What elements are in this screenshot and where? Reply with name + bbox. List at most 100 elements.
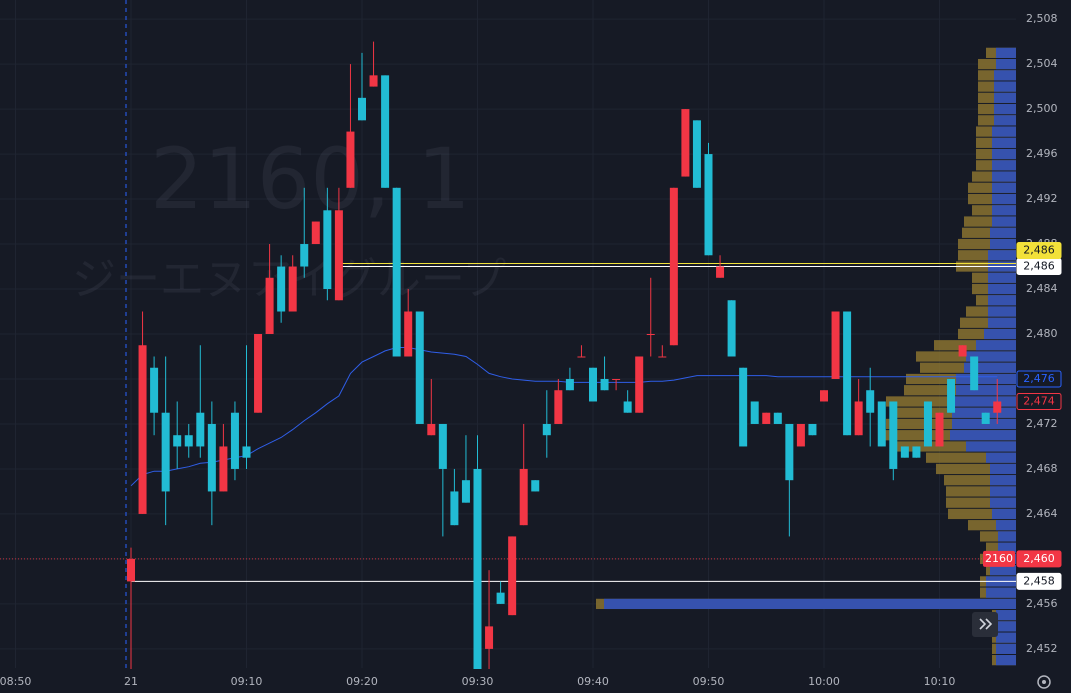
candle-body [704, 154, 713, 256]
candle-body [242, 446, 251, 458]
price-badge-label: 2,486 [1023, 260, 1055, 273]
y-tick-label: 2,492 [1026, 192, 1058, 205]
y-tick-label: 2,480 [1026, 327, 1058, 340]
candle-body [461, 480, 470, 503]
candle-body [300, 244, 309, 267]
profile-inner-bar [988, 317, 1016, 328]
candle-body [785, 423, 794, 481]
candle-body [404, 311, 413, 357]
plot [0, 41, 1016, 672]
symbol-badge-label: 2160 [985, 552, 1013, 565]
profile-inner-bar [988, 295, 1016, 306]
candle-body [254, 334, 263, 413]
candle-body [831, 311, 840, 379]
candle-body [519, 468, 528, 526]
candle-body [912, 446, 921, 458]
candle-body [311, 221, 320, 245]
settings-button[interactable] [1037, 675, 1051, 689]
price-badge-label: 2,460 [1023, 552, 1055, 565]
profile-inner-bar [994, 81, 1016, 92]
candle-body [542, 423, 551, 436]
profile-inner-bar [988, 272, 1016, 283]
x-tick-label: 09:30 [462, 675, 494, 688]
profile-inner-bar [986, 452, 1016, 463]
profile-bar [958, 250, 1016, 261]
profile-inner-bar [996, 632, 1016, 643]
profile-inner-bar [992, 216, 1016, 227]
profile-inner-bar [996, 621, 1016, 632]
candle-body [358, 97, 366, 121]
profile-bar [926, 452, 1016, 463]
x-tick-label: 09:20 [346, 675, 378, 688]
profile-inner-bar [988, 250, 1016, 261]
profile-bar [968, 520, 1016, 531]
profile-inner-bar [956, 373, 1016, 385]
candle-body [473, 468, 482, 672]
profile-bar [936, 463, 1016, 475]
candle-body [265, 277, 274, 334]
candle-body [900, 446, 909, 458]
profile-inner-bar [992, 205, 1016, 216]
profile-inner-bar [996, 643, 1016, 655]
settings-icon[interactable] [1037, 675, 1051, 689]
y-tick-label: 2,504 [1026, 57, 1058, 70]
candle-body [277, 266, 286, 312]
candle-body [496, 592, 505, 604]
candle-body [565, 378, 574, 391]
candle-body [658, 356, 667, 358]
profile-inner-bar [966, 351, 1016, 362]
candle-body [196, 412, 205, 447]
candle-body [750, 401, 759, 424]
price-badge [1016, 370, 1062, 388]
candle-body [438, 423, 447, 469]
candle-body [773, 412, 782, 424]
profile-inner-bar [950, 396, 1016, 407]
profile-inner-bar [992, 182, 1016, 193]
candle-body [970, 356, 979, 391]
candle-body [947, 378, 956, 413]
time-axis [0, 669, 1071, 693]
profile-inner-bar [996, 610, 1016, 621]
profile-bar [886, 418, 1016, 430]
profile-inner-bar [992, 148, 1016, 160]
profile-inner-bar [990, 463, 1016, 475]
candle-body [138, 345, 147, 514]
x-tick-label: 09:40 [577, 675, 609, 688]
profile-inner-bar [984, 328, 1016, 340]
candle-body [796, 423, 805, 447]
price-badge [1016, 572, 1062, 590]
profile-inner-bar [992, 508, 1016, 520]
candle-body [531, 480, 540, 492]
axes: 2,452 2,456 2,460 2,464 2,468 2,472 2,476 2,480… [0, 12, 1062, 688]
candle-body [958, 345, 967, 357]
price-badge-label: 2,458 [1023, 574, 1055, 587]
candle-body [450, 491, 459, 526]
profile-inner-bar [976, 340, 1016, 351]
y-tick-label: 2,468 [1026, 462, 1058, 475]
profile-inner-bar [988, 306, 1016, 317]
candle-body [866, 390, 875, 413]
candle-body [334, 210, 343, 301]
candle-body [854, 401, 863, 436]
profile-bar [890, 441, 1016, 452]
x-tick-label: 10:00 [808, 675, 840, 688]
price-badge [1016, 242, 1062, 260]
profile-bar [958, 238, 1016, 250]
candle-body [623, 401, 632, 413]
candle-body [589, 367, 597, 402]
profile-inner-bar [994, 70, 1016, 81]
y-tick-label: 2,456 [1026, 597, 1058, 610]
x-tick-label: 21 [124, 675, 138, 688]
profile-inner-bar [990, 565, 1016, 576]
profile-inner-bar [992, 193, 1016, 205]
vwap-line [130, 347, 998, 487]
settings-icon-center[interactable] [1042, 680, 1046, 684]
scroll-icon[interactable] [979, 618, 993, 630]
price-badge [1016, 550, 1062, 568]
candle-body [727, 300, 736, 357]
candle-body [346, 131, 355, 188]
scroll-button[interactable] [972, 612, 998, 637]
profile-inner-bar [998, 531, 1016, 542]
candle-body [993, 401, 1002, 413]
